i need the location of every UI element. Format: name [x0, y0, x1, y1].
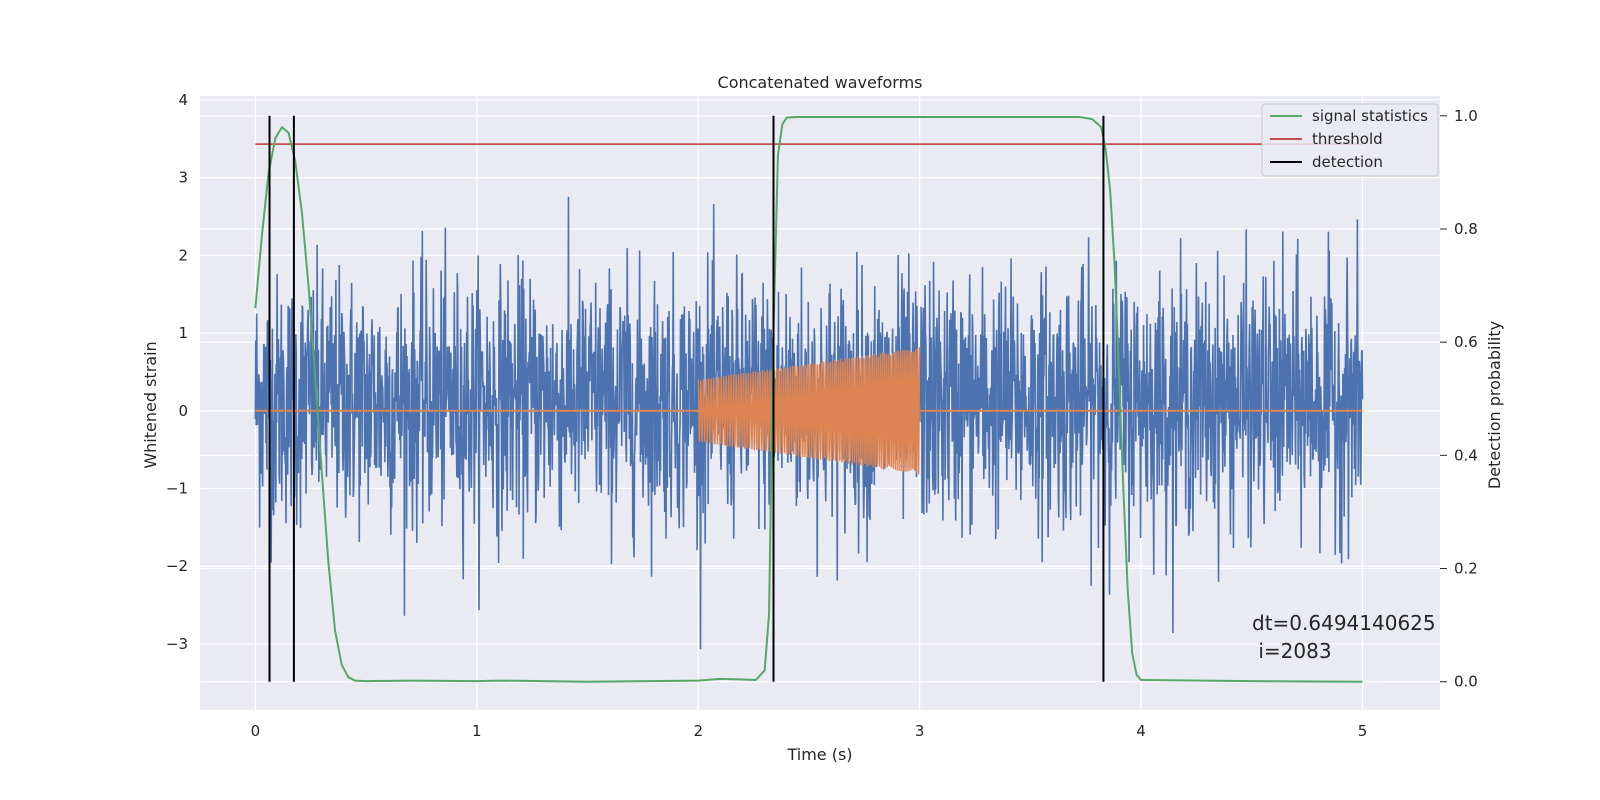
y-axis-label-left: Whitened strain	[141, 341, 160, 468]
plot-series	[254, 115, 1364, 683]
y-right-tick-label: 1.0	[1454, 107, 1478, 125]
legend-box	[1261, 103, 1439, 177]
y-right-tick-label: 0.6	[1454, 333, 1478, 351]
x-tick-label: 0	[251, 722, 261, 740]
y-left-tick-label: −3	[166, 635, 188, 653]
x-tick-label: 5	[1358, 722, 1368, 740]
y-left-tick-label: −1	[166, 479, 188, 497]
x-tick-label: 2	[693, 722, 703, 740]
legend-label-threshold: threshold	[1312, 130, 1383, 148]
detection-series	[268, 115, 1105, 682]
y-left-tick-label: 0	[178, 402, 188, 420]
y-left-tick-label: −2	[166, 557, 188, 575]
y-left-tick-label: 3	[178, 169, 188, 187]
x-tick-label: 3	[915, 722, 925, 740]
y-right-tick-label: 0.2	[1454, 560, 1478, 578]
annotation-line-1: dt=0.6494140625	[1252, 611, 1436, 635]
legend-label-detection: detection	[1312, 153, 1383, 171]
annotation-line-2: i=2083	[1252, 639, 1332, 663]
legend-label-signal-statistics: signal statistics	[1312, 107, 1428, 125]
chart-title: Concatenated waveforms	[718, 73, 923, 92]
chirp-line	[697, 347, 921, 475]
signal-statistics-series	[254, 115, 1363, 683]
y-left-tick-label: 1	[178, 324, 188, 342]
axes: 0 1 2 3 4 5 −3 −2 −1 0 1 2 3 4 0.0 0.2 0.4 0.6 0.8 1.0	[166, 91, 1478, 740]
chirp-series	[255, 347, 1363, 475]
x-axis-label: Time (s)	[786, 745, 852, 764]
y-right-tick-label: 0.0	[1454, 673, 1478, 691]
y-left-tick-label: 2	[178, 246, 188, 264]
y-left-tick-label: 4	[178, 91, 188, 109]
legend: signal statistics threshold detection	[1261, 103, 1439, 177]
y-right-tick-label: 0.4	[1454, 446, 1478, 464]
y-right-tick-label: 0.8	[1454, 220, 1478, 238]
signal-statistics-line	[254, 115, 1363, 683]
y-axis-label-right: Detection probability	[1485, 321, 1504, 489]
x-tick-label: 1	[472, 722, 482, 740]
x-tick-label: 4	[1136, 722, 1146, 740]
